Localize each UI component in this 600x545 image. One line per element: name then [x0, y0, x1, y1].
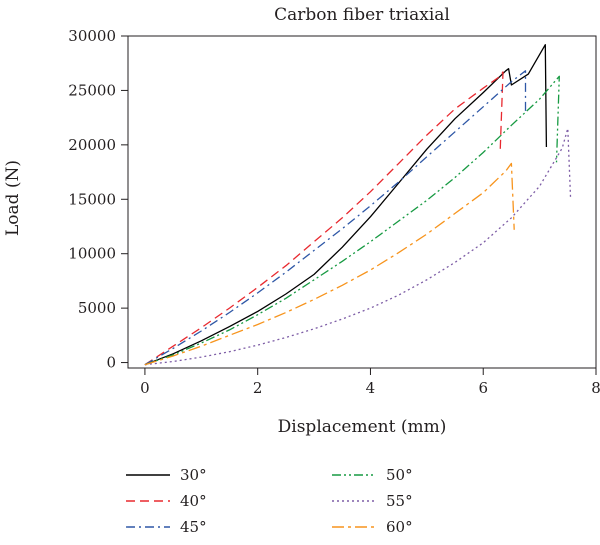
y-tick-label: 10000: [68, 245, 116, 263]
x-tick-label: 2: [253, 379, 263, 397]
series-line: [144, 162, 515, 366]
y-tick-label: 5000: [78, 299, 116, 317]
series-line: [144, 44, 548, 366]
legend-label: 50°: [386, 466, 413, 484]
series-line: [144, 71, 504, 366]
series-layer: [144, 44, 572, 366]
series-line: [144, 127, 572, 366]
y-tick-label: 30000: [68, 27, 116, 45]
series-line: [144, 70, 527, 366]
legend-label: 45°: [180, 518, 207, 536]
legend: 30° 40° 45° 50° 55° 60°: [126, 466, 413, 536]
axes: 0 2 4 6 8 0 5000 10000 15000 20000 25000 30000: [68, 27, 600, 397]
x-tick-label: 8: [591, 379, 600, 397]
legend-label: 30°: [180, 466, 207, 484]
chart-title: Carbon fiber triaxial: [274, 5, 450, 25]
legend-label: 40°: [180, 492, 207, 510]
x-tick-label: 0: [140, 379, 150, 397]
plot-frame: [127, 35, 597, 369]
x-tick-label: 4: [366, 379, 376, 397]
legend-label: 55°: [386, 492, 413, 510]
y-axis-label: Load (N): [3, 160, 23, 236]
x-tick-label: 6: [478, 379, 488, 397]
x-axis-label: Displacement (mm): [278, 417, 447, 437]
y-tick-label: 25000: [68, 81, 116, 99]
legend-label: 60°: [386, 518, 413, 536]
y-tick-label: 15000: [68, 190, 116, 208]
y-tick-label: 20000: [68, 136, 116, 154]
y-tick-label: 0: [106, 354, 116, 372]
